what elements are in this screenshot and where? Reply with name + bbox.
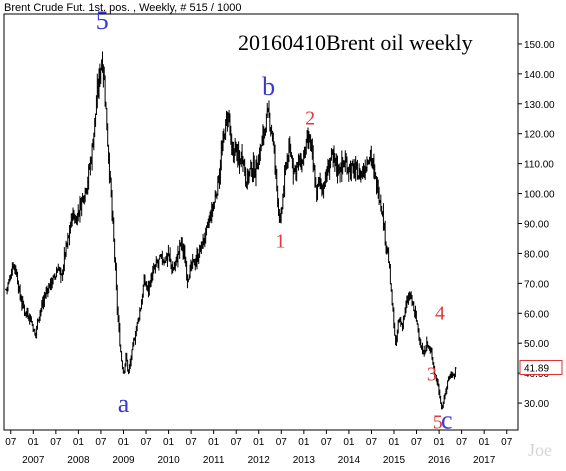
y-tick-label: 50.00 (524, 339, 549, 350)
x-tick-label: 01 (388, 437, 400, 448)
wave-label: c (441, 406, 453, 435)
y-axis: 30.0040.0050.0060.0070.0080.0090.00100.0… (518, 40, 555, 410)
x-year-label: 2012 (248, 455, 271, 466)
wave-label: 2 (305, 108, 315, 130)
wave-label: 1 (275, 230, 285, 252)
x-tick-label: 07 (276, 437, 288, 448)
x-year-label: 2015 (383, 455, 406, 466)
x-axis: 07 01 07 01 07 01 07 01 07 01 07 01 07 01 07 01 07 01 07 01… (5, 430, 513, 466)
x-tick-label: 01 (118, 437, 130, 448)
last-price-box (519, 359, 563, 375)
x-year-label: 2008 (67, 455, 90, 466)
wave-label: 5 (96, 6, 109, 35)
chart-header: Brent Crude Fut. 1st. pos. , Weekly, # 5… (4, 2, 241, 14)
y-tick-label: 130.00 (524, 100, 555, 111)
x-year-label: 2007 (22, 455, 45, 466)
x-tick-label: 01 (479, 437, 491, 448)
chart-title: 20160410Brent oil weekly (238, 30, 473, 55)
x-year-label: 2017 (473, 455, 496, 466)
y-tick-label: 140.00 (524, 70, 555, 81)
x-year-label: 2011 (203, 455, 225, 466)
y-tick-label: 110.00 (524, 160, 554, 171)
last-price-tag: 41.89 (519, 359, 563, 375)
wave-label: a (118, 389, 130, 418)
last-price-label: 41.89 (524, 363, 549, 374)
x-tick-label: 01 (163, 437, 175, 448)
x-year-label: 2016 (428, 455, 451, 466)
y-tick-label: 60.00 (524, 309, 549, 320)
y-tick-label: 150.00 (524, 40, 555, 51)
y-tick-label: 80.00 (524, 249, 549, 260)
x-year-label: 2014 (338, 455, 361, 466)
x-tick-label: 01 (208, 437, 220, 448)
x-tick-label: 07 (366, 437, 378, 448)
wave-label: b (262, 72, 275, 101)
y-tick-label: 30.00 (524, 399, 549, 410)
y-tick-label: 100.00 (524, 190, 555, 201)
wave-label: 5 (433, 412, 443, 434)
x-tick-label: 07 (5, 437, 17, 448)
x-tick-label: 07 (501, 437, 513, 448)
x-tick-label: 07 (186, 437, 198, 448)
x-tick-label: 01 (73, 437, 85, 448)
x-tick-label: 01 (298, 437, 310, 448)
x-tick-label: 01 (28, 437, 40, 448)
price-bars (5, 51, 457, 410)
wave-label: 3 (427, 364, 437, 386)
x-tick-label: 07 (140, 437, 152, 448)
x-tick-label: 01 (434, 437, 446, 448)
y-tick-label: 70.00 (524, 279, 549, 290)
x-year-label: 2010 (157, 455, 180, 466)
x-tick-label: 07 (411, 437, 423, 448)
watermark: Joe (528, 440, 552, 460)
x-tick-label: 07 (95, 437, 107, 448)
wave-label: 4 (435, 302, 445, 324)
y-tick-label: 120.00 (524, 130, 555, 141)
x-tick-label: 07 (456, 437, 468, 448)
x-tick-label: 01 (253, 437, 265, 448)
plot-frame (3, 13, 519, 431)
x-tick-label: 07 (231, 437, 243, 448)
x-tick-label: 01 (343, 437, 355, 448)
x-tick-label: 07 (50, 437, 62, 448)
y-tick-label: 90.00 (524, 219, 549, 230)
x-tick-label: 07 (321, 437, 333, 448)
x-year-label: 2009 (112, 455, 135, 466)
x-year-label: 2013 (293, 455, 316, 466)
